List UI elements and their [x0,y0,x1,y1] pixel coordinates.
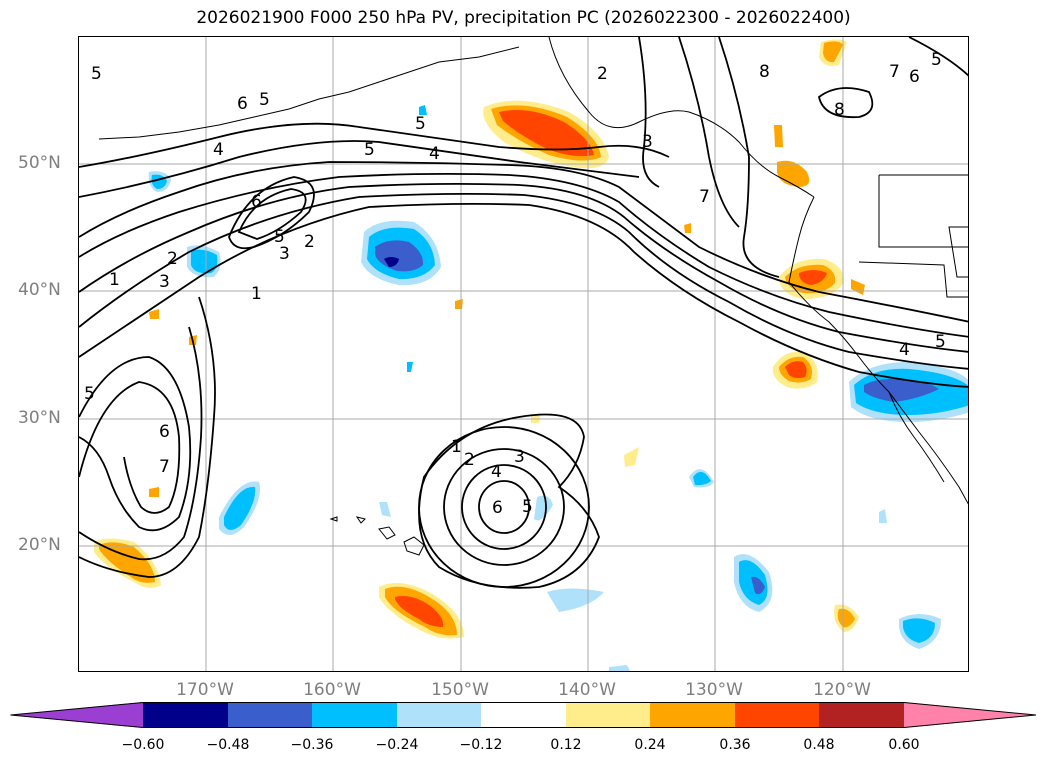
contour-label: 7 [159,457,170,477]
lon-label: 150°W [431,680,489,700]
lon-label: 140°W [558,680,616,700]
contour-label: 1 [251,284,262,304]
contour-label: 3 [642,132,653,152]
contour-label: 5 [415,114,426,134]
contour-label: 5 [274,227,285,247]
lat-label: 20°N [18,535,61,555]
contour-label: 4 [491,462,502,482]
contour-label: 8 [759,62,770,82]
colorbar-segment [566,702,650,728]
contour-label: 4 [213,140,224,160]
contour-label: 6 [251,192,262,212]
contour-label: 5 [935,332,946,352]
lon-label: 170°W [176,680,234,700]
contour-label: 1 [109,270,120,290]
contour-label: 5 [364,140,375,160]
contour-label: 3 [514,447,525,467]
lon-label: 120°W [813,680,871,700]
map-canvas: 5 6 5 4 5 5 4 6 5 2 3 2 3 1 1 5 6 7 1 2 … [79,37,968,671]
contour-label: 5 [931,50,942,70]
contour-label: 5 [259,90,270,110]
contour-label: 3 [279,244,290,264]
contour-label: 5 [522,497,533,517]
contour-label: 3 [159,272,170,292]
pv-contours [79,37,968,589]
colorbar-segment [143,702,228,728]
colorbar-tick-label: −0.60 [121,737,165,753]
lat-label: 30°N [18,408,61,428]
colorbar-tick-label: −0.48 [206,737,250,753]
contour-label: 6 [492,498,503,518]
lon-label: 130°W [685,680,743,700]
colorbar-tick-label: 0.24 [634,737,666,753]
colorbar-extend-low [10,702,143,728]
contour-label: 7 [699,187,710,207]
graticule [79,37,968,671]
contour-label: 4 [899,340,910,360]
colorbar-extend-high [904,702,1036,728]
colorbar-tick-label: 0.60 [888,737,920,753]
map-title: 2026021900 F000 250 hPa PV, precipitatio… [196,8,851,28]
colorbar-segment [312,702,397,728]
contour-label: 2 [597,64,608,84]
colorbar [10,702,1037,728]
colorbar-tick-label: −0.36 [290,737,334,753]
colorbar-segment [228,702,312,728]
colorbar-tick-label: 0.36 [719,737,751,753]
contour-label: 2 [167,249,178,269]
contour-label: 5 [91,64,102,84]
contour-label: 4 [429,144,440,164]
contour-label: 2 [464,450,475,470]
colorbar-tick-label: −0.24 [375,737,419,753]
colorbar-segment [819,702,904,728]
colorbar-segment [397,702,481,728]
lat-label: 40°N [18,280,61,300]
contour-label: 6 [159,422,170,442]
contour-label: 2 [304,232,315,252]
contour-label: 6 [909,67,920,87]
colorbar-tick-label: −0.12 [459,737,503,753]
pv-contour-labels: 5 6 5 4 5 5 4 6 5 2 3 2 3 1 1 5 6 7 1 2 … [84,50,946,518]
contour-label: 1 [451,437,462,457]
lat-label: 50°N [18,153,61,173]
contour-label: 7 [889,62,900,82]
contour-label: 8 [834,100,845,120]
colorbar-segment [481,702,566,728]
contour-label: 6 [237,94,248,114]
colorbar-segment [735,702,819,728]
precip-shading [94,39,968,671]
lon-label: 160°W [303,680,361,700]
map-panel: 5 6 5 4 5 5 4 6 5 2 3 2 3 1 1 5 6 7 1 2 … [78,36,969,672]
coastlines [98,37,968,556]
colorbar-segment [650,702,735,728]
colorbar-tick-label: 0.48 [803,737,835,753]
colorbar-tick-label: 0.12 [550,737,582,753]
contour-label: 5 [84,384,95,404]
